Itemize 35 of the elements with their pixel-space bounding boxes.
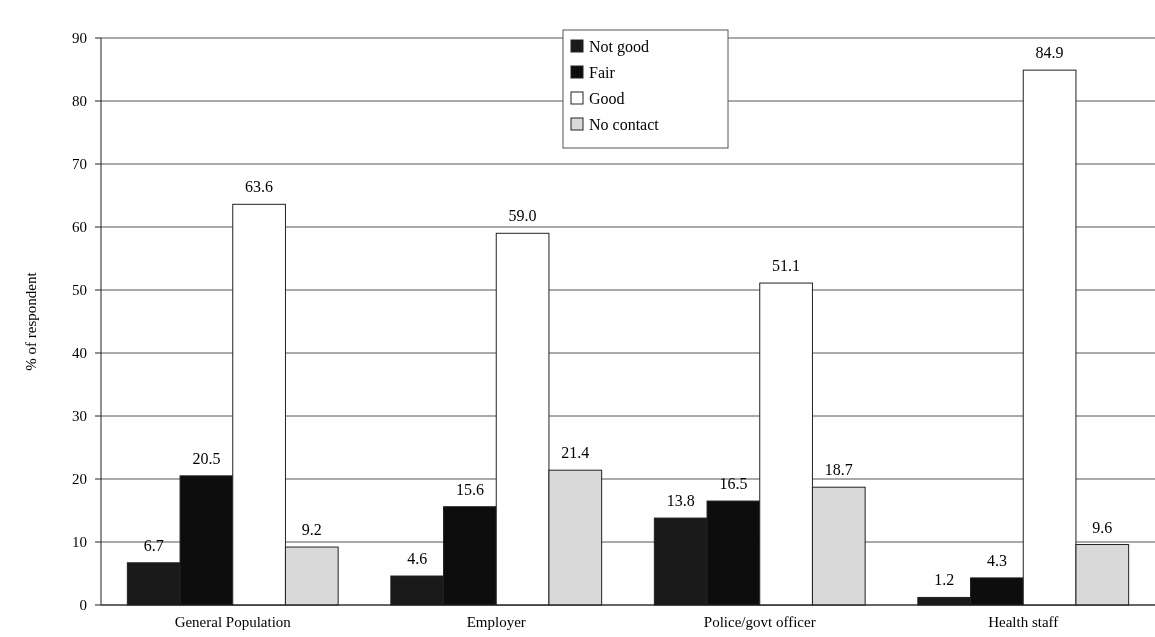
data-label: 51.1 xyxy=(772,257,801,275)
data-label: 20.5 xyxy=(192,449,221,467)
data-label: 18.7 xyxy=(824,461,853,479)
y-tick-label: 30 xyxy=(72,408,87,425)
data-label: 59.0 xyxy=(508,207,537,225)
x-tick-label: General Population xyxy=(174,614,292,630)
data-label: 4.6 xyxy=(407,550,428,568)
data-label: 13.8 xyxy=(666,492,695,510)
y-axis-title: % of respondent xyxy=(23,271,39,371)
data-label: 1.2 xyxy=(934,571,955,589)
y-tick-label: 60 xyxy=(72,219,87,236)
y-tick-label: 0 xyxy=(79,597,87,614)
x-tick-label: Police/govt officer xyxy=(703,614,816,630)
legend-label: No contact xyxy=(589,115,660,133)
data-label: 16.5 xyxy=(719,475,748,493)
data-label: 84.9 xyxy=(1035,44,1064,62)
y-tick-label: 90 xyxy=(72,30,87,47)
y-tick-label: 40 xyxy=(72,345,87,362)
data-label: 9.6 xyxy=(1092,518,1113,536)
legend-label: Good xyxy=(589,89,625,107)
data-label: 6.7 xyxy=(143,536,164,554)
y-tick-label: 80 xyxy=(72,93,87,110)
data-label: 21.4 xyxy=(561,444,590,462)
data-label: 4.3 xyxy=(986,551,1007,569)
data-label: 9.2 xyxy=(301,521,322,539)
y-tick-label: 10 xyxy=(72,534,87,551)
legend-label: Not good xyxy=(589,37,649,56)
data-label: 63.6 xyxy=(245,178,274,196)
legend-label: Fair xyxy=(589,63,616,81)
x-tick-label: Health staff xyxy=(988,614,1059,630)
y-tick-label: 70 xyxy=(72,156,87,173)
data-label: 15.6 xyxy=(455,480,484,498)
x-tick-label: Employer xyxy=(466,614,526,630)
y-tick-label: 20 xyxy=(72,471,87,488)
y-tick-label: 50 xyxy=(72,282,87,299)
